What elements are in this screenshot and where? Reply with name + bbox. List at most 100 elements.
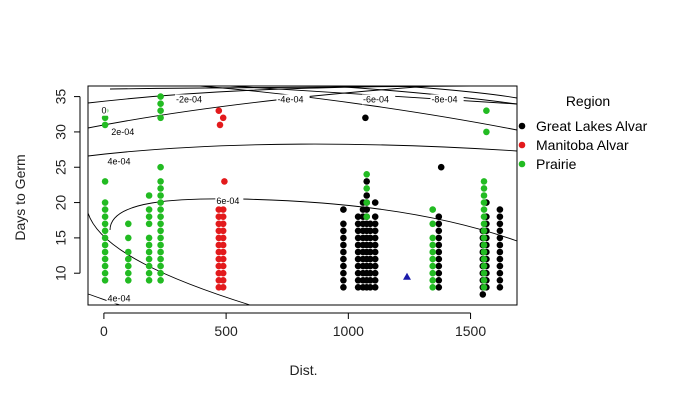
data-point-great-lakes-alvar bbox=[437, 163, 445, 171]
data-point-prairie bbox=[480, 248, 488, 256]
data-point-prairie bbox=[157, 277, 164, 284]
data-point-great-lakes-alvar bbox=[371, 227, 379, 235]
data-point-manitoba-alvar bbox=[219, 213, 227, 220]
data-point-manitoba-alvar bbox=[219, 220, 227, 228]
data-point-prairie bbox=[101, 255, 109, 263]
data-point-manitoba-alvar bbox=[219, 206, 227, 213]
data-point-prairie bbox=[157, 213, 164, 220]
data-point-great-lakes-alvar bbox=[371, 199, 379, 206]
data-point-great-lakes-alvar bbox=[496, 269, 504, 277]
data-point-prairie bbox=[157, 255, 164, 263]
data-point-prairie bbox=[157, 178, 164, 185]
data-point-prairie bbox=[429, 284, 437, 291]
legend-marker bbox=[518, 122, 526, 130]
data-point-prairie bbox=[101, 234, 109, 242]
data-point-prairie bbox=[429, 255, 437, 263]
data-point-great-lakes-alvar bbox=[435, 284, 443, 291]
data-point-great-lakes-alvar bbox=[340, 248, 347, 256]
contour-label-background bbox=[175, 94, 209, 105]
data-point-great-lakes-alvar bbox=[340, 262, 347, 270]
data-point-prairie bbox=[145, 262, 153, 270]
data-point-great-lakes-alvar bbox=[363, 192, 371, 199]
y-tick-label: 25 bbox=[53, 159, 69, 175]
data-point-great-lakes-alvar bbox=[340, 227, 347, 235]
data-point-prairie bbox=[145, 234, 153, 242]
data-point-prairie bbox=[101, 248, 109, 256]
data-point-manitoba-alvar bbox=[215, 107, 223, 114]
data-point-prairie bbox=[480, 220, 488, 228]
legend-entry: Manitoba Alvar bbox=[536, 137, 629, 153]
data-point-great-lakes-alvar bbox=[371, 234, 379, 242]
data-point-great-lakes-alvar bbox=[367, 262, 374, 270]
data-point-manitoba-alvar bbox=[219, 234, 227, 242]
data-point-prairie bbox=[480, 178, 488, 185]
data-point-prairie bbox=[125, 234, 132, 242]
y-tick-label: 15 bbox=[53, 230, 69, 246]
contour-label-background bbox=[362, 94, 396, 105]
data-point-prairie bbox=[429, 241, 437, 249]
data-point-great-lakes-alvar bbox=[354, 220, 362, 228]
data-point-prairie bbox=[125, 255, 132, 263]
data-point-great-lakes-alvar bbox=[367, 277, 374, 284]
data-point-prairie bbox=[157, 163, 164, 171]
contour-label-background bbox=[430, 94, 464, 105]
data-point-prairie bbox=[480, 192, 488, 199]
y-tick-label: 10 bbox=[53, 265, 69, 281]
data-point-great-lakes-alvar bbox=[435, 269, 443, 277]
data-point-great-lakes-alvar bbox=[340, 255, 347, 263]
data-point-great-lakes-alvar bbox=[496, 206, 504, 213]
contour-label: -4e-04 bbox=[277, 94, 303, 104]
data-point-prairie bbox=[480, 206, 488, 213]
data-point-prairie bbox=[101, 220, 109, 228]
contour-label: -6e-04 bbox=[363, 94, 389, 104]
data-point-great-lakes-alvar bbox=[367, 269, 374, 277]
data-point-great-lakes-alvar bbox=[435, 227, 443, 235]
data-point-prairie bbox=[145, 241, 153, 249]
data-point-great-lakes-alvar bbox=[435, 213, 443, 220]
contour-line-7 bbox=[199, 85, 518, 131]
data-point-prairie bbox=[125, 248, 132, 256]
data-point-great-lakes-alvar bbox=[496, 284, 504, 291]
data-point-great-lakes-alvar bbox=[354, 255, 362, 263]
data-point-great-lakes-alvar bbox=[367, 227, 374, 235]
x-tick-label: 1000 bbox=[333, 323, 364, 339]
data-point-great-lakes-alvar bbox=[435, 234, 443, 242]
data-point-prairie bbox=[101, 114, 109, 122]
data-point-prairie bbox=[363, 185, 371, 192]
data-point-manitoba-alvar bbox=[219, 284, 227, 291]
data-point-prairie bbox=[429, 220, 437, 228]
data-point-great-lakes-alvar bbox=[371, 248, 379, 256]
data-point-prairie bbox=[157, 241, 164, 249]
data-point-great-lakes-alvar bbox=[435, 241, 443, 249]
data-point-great-lakes-alvar bbox=[367, 234, 374, 242]
data-point-prairie bbox=[125, 220, 132, 228]
data-point-great-lakes-alvar bbox=[496, 234, 504, 242]
data-point-prairie bbox=[145, 255, 153, 263]
data-point-prairie bbox=[429, 269, 437, 277]
contour-labels: -2e-04 0 2e-04 -4e-04 -6e-04 -8e-04 4e-04 6e-04… bbox=[100, 94, 464, 304]
data-point-manitoba-alvar bbox=[219, 277, 227, 284]
data-point-great-lakes-alvar bbox=[371, 241, 379, 249]
legend-entry: Great Lakes Alvar bbox=[536, 118, 648, 134]
data-point-prairie bbox=[145, 248, 153, 256]
data-point-prairie bbox=[101, 178, 109, 185]
data-point-prairie bbox=[145, 269, 153, 277]
contour-line-10 bbox=[87, 293, 121, 306]
data-point-great-lakes-alvar bbox=[435, 220, 443, 228]
data-point-great-lakes-alvar bbox=[340, 277, 347, 284]
data-point-prairie bbox=[145, 213, 153, 220]
data-point-great-lakes-alvar bbox=[354, 213, 362, 220]
data-point-great-lakes-alvar bbox=[340, 234, 347, 242]
data-point-great-lakes-alvar bbox=[496, 241, 504, 249]
data-point-prairie bbox=[157, 100, 164, 107]
data-point-manitoba-alvar bbox=[219, 227, 227, 235]
data-point-prairie bbox=[157, 269, 164, 277]
data-point-great-lakes-alvar bbox=[479, 291, 487, 298]
contour-label: 4e-04 bbox=[108, 157, 131, 167]
data-point-prairie bbox=[157, 192, 164, 199]
data-point-prairie bbox=[429, 206, 437, 213]
data-point-great-lakes-alvar bbox=[354, 234, 362, 242]
data-point-great-lakes-alvar bbox=[367, 284, 374, 291]
data-point-prairie bbox=[483, 128, 490, 136]
